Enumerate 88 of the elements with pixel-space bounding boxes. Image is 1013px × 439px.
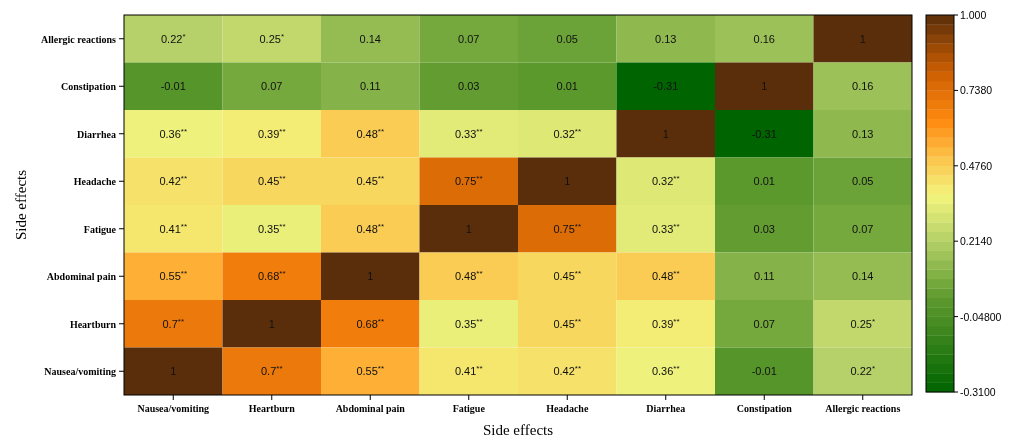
data-label: 0.13	[852, 127, 874, 140]
color-bar-label: -0.3100	[960, 386, 996, 398]
data-label: 0.16	[852, 80, 874, 93]
data-label: 0.42$^{**}$	[553, 363, 582, 378]
data-label: 0.05	[556, 32, 578, 45]
data-label: 0.07	[753, 317, 775, 330]
data-label: 0.45$^{**}$	[553, 316, 582, 330]
color-bar-label: 0.2140	[960, 235, 993, 248]
data-label: 0.48$^{**}$	[356, 221, 385, 235]
data-label: 0.75$^{**}$	[454, 173, 483, 188]
data-label: 0.11	[753, 270, 775, 283]
data-label: -0.01	[160, 80, 186, 93]
data-label: 1	[465, 222, 472, 235]
data-label: 0.32$^{**}$	[651, 173, 680, 188]
data-label: 0.07	[458, 32, 480, 45]
color-bar-label: 0.7380	[960, 84, 993, 97]
data-label: 0.14	[359, 32, 381, 45]
data-label: 0.45$^{**}$	[356, 173, 385, 188]
data-label: -0.31	[751, 127, 777, 140]
x-axis-title: Side effects	[482, 422, 554, 438]
y-axis-title: Side effects	[13, 169, 29, 241]
x-tick-label: Diarrhea	[646, 403, 686, 414]
data-label: 0.7$^{**}$	[260, 363, 283, 378]
data-label: 1	[859, 32, 866, 45]
x-tick-label: Allergic reactions	[825, 403, 901, 414]
data-label: 0.48$^{**}$	[454, 268, 483, 283]
data-label: 0.36$^{**}$	[651, 363, 680, 378]
data-label: 0.33$^{**}$	[454, 126, 483, 140]
data-label: 0.7$^{**}$	[162, 316, 185, 330]
data-label: 0.35$^{**}$	[257, 221, 286, 235]
data-label: 0.01	[556, 80, 578, 93]
data-label: 0.13	[655, 32, 677, 45]
data-label: 0.48$^{**}$	[356, 126, 385, 140]
x-tick-label: Fatigue	[452, 403, 486, 414]
color-bar-label: 1.000	[960, 9, 987, 21]
color-bar-label: 0.4760	[960, 159, 993, 172]
data-label: 0.36$^{**}$	[159, 126, 188, 140]
data-label: 0.48$^{**}$	[651, 268, 680, 283]
data-label: 0.07	[261, 80, 283, 93]
data-label: 0.11	[359, 80, 381, 93]
data-label: -0.31	[653, 80, 679, 93]
y-tick-label: Fatigue	[83, 223, 117, 235]
data-label: 0.41$^{**}$	[159, 221, 188, 235]
y-tick-label: Abdominal pain	[46, 271, 117, 283]
data-label: 0.41$^{**}$	[454, 363, 483, 378]
data-label: 0.22$^{*}$	[850, 363, 876, 378]
data-label: 0.14	[852, 270, 874, 283]
y-tick-label: Constipation	[60, 81, 117, 93]
color-bar-label: -0.04800	[960, 310, 1002, 323]
y-tick-label: Allergic reactions	[40, 33, 117, 45]
x-tick-label: Nausea/vomiting	[137, 403, 210, 414]
data-label: 0.39$^{**}$	[257, 126, 286, 140]
data-label: 0.01	[753, 175, 775, 188]
data-label: 0.03	[753, 222, 775, 235]
data-label: 0.39$^{**}$	[651, 316, 680, 330]
data-label: 1	[662, 127, 669, 140]
data-label: 0.42$^{**}$	[159, 173, 188, 188]
data-label: 0.22$^{*}$	[160, 31, 186, 45]
data-label: 0.07	[852, 222, 874, 235]
data-label: 0.16	[753, 32, 775, 45]
data-label: 0.33$^{**}$	[651, 221, 680, 235]
data-label: 0.68$^{**}$	[257, 268, 286, 283]
data-label: 0.68$^{**}$	[356, 316, 385, 330]
data-label: 0.05	[852, 175, 874, 188]
data-label: 0.45$^{**}$	[257, 173, 286, 188]
data-label: 0.55$^{**}$	[356, 363, 385, 378]
data-label: 0.25$^{*}$	[850, 316, 876, 330]
data-label: 1	[761, 80, 768, 93]
data-label: 1	[268, 317, 275, 330]
data-label: 0.35$^{**}$	[454, 316, 483, 330]
data-label: 0.03	[458, 80, 480, 93]
x-tick-label: Headache	[546, 403, 589, 414]
data-label: 0.32$^{**}$	[553, 126, 582, 140]
x-tick-label: Abdominal pain	[335, 403, 406, 414]
data-label: 0.55$^{**}$	[159, 268, 188, 283]
data-label: 1	[564, 175, 571, 188]
data-label: 0.75$^{**}$	[553, 221, 582, 235]
data-label: -0.01	[751, 365, 777, 378]
x-tick-label: Constipation	[736, 403, 793, 414]
data-label: 0.45$^{**}$	[553, 268, 582, 283]
data-label: 0.25$^{*}$	[259, 31, 285, 45]
y-tick-label: Headache	[73, 176, 117, 188]
data-label: 1	[367, 270, 374, 283]
y-tick-label: Heartburn	[69, 318, 117, 330]
x-tick-label: Heartburn	[248, 403, 296, 414]
y-tick-label: Diarrhea	[77, 128, 116, 140]
data-label: 1	[170, 365, 177, 378]
y-tick-label: Nausea/vomiting	[44, 366, 116, 378]
